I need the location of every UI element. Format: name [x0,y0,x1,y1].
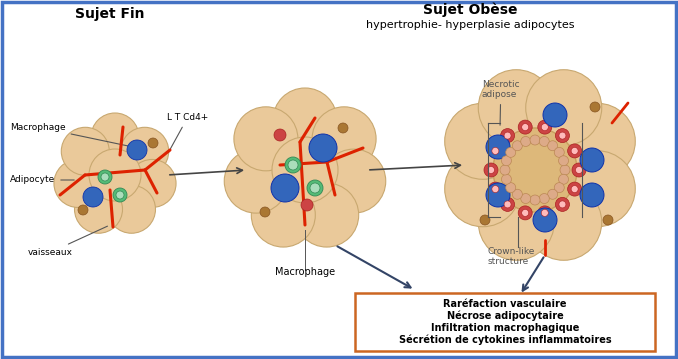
Circle shape [101,173,109,181]
Circle shape [148,138,158,148]
Circle shape [559,174,569,184]
Circle shape [75,185,123,233]
Circle shape [603,215,613,225]
Circle shape [521,136,531,146]
Circle shape [78,205,88,215]
Circle shape [113,188,127,202]
Circle shape [525,184,602,260]
Text: Raréfaction vasculaire
Nécrose adipocytaire
Infiltration macrophagique
Sécrétion: Raréfaction vasculaire Nécrose adipocyta… [399,299,612,345]
Circle shape [274,129,286,141]
Circle shape [312,107,376,171]
Circle shape [295,183,359,247]
Circle shape [271,174,299,202]
Circle shape [310,183,320,193]
Circle shape [506,183,516,193]
Circle shape [500,165,510,175]
Circle shape [521,194,531,204]
Circle shape [530,195,540,205]
Text: hypertrophie- hyperplasie adipocytes: hypertrophie- hyperplasie adipocytes [365,20,574,30]
Text: Adipocyte: Adipocyte [10,176,74,185]
Circle shape [89,149,141,201]
Circle shape [539,194,549,204]
Circle shape [571,148,578,154]
Circle shape [492,186,499,192]
Circle shape [530,135,540,145]
Text: Sujet Obèse: Sujet Obèse [423,3,517,17]
Circle shape [533,208,557,232]
Circle shape [301,199,313,211]
Circle shape [521,123,529,131]
Circle shape [502,174,511,184]
Text: Macrophage: Macrophage [10,122,130,146]
Circle shape [338,123,348,133]
Circle shape [322,149,386,213]
Circle shape [555,147,564,157]
Circle shape [252,183,315,247]
Circle shape [580,148,604,172]
Circle shape [543,103,567,127]
Circle shape [567,144,582,158]
Circle shape [500,129,515,143]
Circle shape [91,113,139,161]
Circle shape [486,183,510,207]
Circle shape [116,191,124,199]
Text: Macrophage: Macrophage [275,267,335,277]
Circle shape [98,170,112,184]
Circle shape [307,180,323,196]
Circle shape [478,70,555,146]
Circle shape [590,102,600,112]
Text: vaisseaux: vaisseaux [28,226,108,257]
Circle shape [513,141,522,151]
Circle shape [518,120,532,134]
Circle shape [234,107,298,171]
Circle shape [572,163,586,177]
Circle shape [488,144,502,158]
Circle shape [260,207,270,217]
Circle shape [541,123,549,131]
Circle shape [504,201,511,208]
Circle shape [580,183,604,207]
Circle shape [288,160,298,170]
Circle shape [61,127,109,175]
Circle shape [273,88,337,152]
Circle shape [567,182,582,196]
Circle shape [309,134,337,162]
Circle shape [445,103,521,179]
Circle shape [538,206,552,220]
Circle shape [555,129,570,143]
Circle shape [83,187,103,207]
Text: L T Cd4+: L T Cd4+ [167,113,208,153]
Circle shape [108,185,155,233]
Circle shape [487,167,494,173]
Circle shape [539,136,549,146]
Circle shape [560,165,570,175]
Circle shape [478,184,555,260]
Circle shape [445,151,521,227]
Text: Necrotic
adipose: Necrotic adipose [482,80,519,125]
Circle shape [488,182,502,196]
Circle shape [555,183,564,193]
Circle shape [285,157,301,173]
Circle shape [555,197,570,211]
Circle shape [559,201,566,208]
Circle shape [127,140,147,160]
Text: Sujet Fin: Sujet Fin [75,7,144,21]
Circle shape [521,209,529,216]
Circle shape [576,167,582,173]
Circle shape [541,209,549,216]
FancyBboxPatch shape [355,293,655,351]
Circle shape [502,156,511,166]
Circle shape [559,156,569,166]
Circle shape [121,127,169,175]
Circle shape [559,151,635,227]
Circle shape [54,159,102,208]
Circle shape [500,197,515,211]
Circle shape [506,147,516,157]
Circle shape [493,128,577,212]
Circle shape [559,132,566,139]
Circle shape [486,135,510,159]
Circle shape [571,186,578,192]
Circle shape [272,137,338,203]
Circle shape [559,103,635,179]
